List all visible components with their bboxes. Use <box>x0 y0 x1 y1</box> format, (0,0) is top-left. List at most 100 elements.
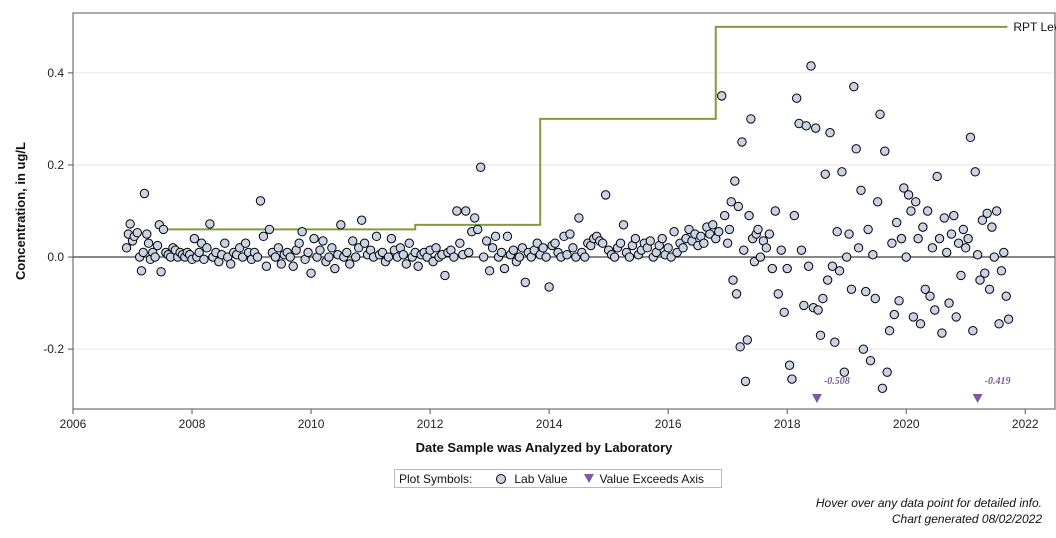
legend-exceeds-axis: Value Exceeds Axis <box>599 471 705 486</box>
lab-value-point <box>753 224 763 235</box>
exceeds-axis-label: -0.508 <box>824 376 850 387</box>
lab-value-point <box>580 252 590 262</box>
lab-value-point <box>951 312 961 322</box>
lab-value-point <box>861 286 871 297</box>
lab-value-point <box>125 219 135 229</box>
lab-value-point <box>755 252 766 262</box>
x-tick-label: 2022 <box>1012 417 1039 431</box>
lab-value-point <box>258 231 269 242</box>
lab-value-point <box>728 275 738 285</box>
lab-value-point <box>913 233 923 244</box>
lab-value-point <box>562 250 572 260</box>
lab-value-point <box>851 144 861 154</box>
lab-value-point <box>941 247 952 258</box>
lab-value-point <box>226 259 236 269</box>
x-tick-label: 2020 <box>893 417 920 431</box>
lab-value-point <box>568 243 578 253</box>
lab-value-point <box>972 250 983 260</box>
lab-value-point <box>991 206 1002 216</box>
lab-value-point <box>915 319 926 329</box>
lab-value-point <box>348 236 358 246</box>
lab-value-point <box>908 312 919 322</box>
lab-value-point <box>717 91 727 101</box>
rpt-step-path <box>162 25 1008 231</box>
x-tick-label: 2014 <box>536 417 563 431</box>
lab-value-point <box>452 206 462 216</box>
lab-value-point <box>297 227 307 237</box>
lab-value-point <box>315 245 325 255</box>
x-tick-label: 2008 <box>179 417 206 431</box>
lab-value-point <box>205 219 215 229</box>
lab-value-point <box>806 61 816 71</box>
lab-value-point <box>944 298 954 308</box>
lab-value-point <box>963 233 973 244</box>
lab-value-point <box>739 245 749 255</box>
lab-value-point <box>499 263 510 274</box>
lab-value-point <box>132 227 142 238</box>
lab-value-point <box>770 206 780 216</box>
lab-value-point <box>868 250 878 260</box>
lab-value-point <box>999 247 1009 258</box>
lab-value-point <box>796 245 807 255</box>
generated-date: Chart generated 08/02/2022 <box>891 512 1042 526</box>
lab-value-point <box>815 330 826 341</box>
lab-value-point <box>825 128 835 138</box>
lab-value-point <box>473 224 483 235</box>
lab-value-point <box>478 252 489 262</box>
lab-value-point <box>345 259 355 269</box>
lab-value-point <box>276 259 287 269</box>
lab-value-point <box>965 132 976 143</box>
lab-value-point <box>615 238 626 248</box>
lab-value-point <box>189 233 200 244</box>
triangle-down-icon <box>583 474 594 483</box>
lab-value-point <box>413 261 423 271</box>
lab-value-point <box>994 319 1004 329</box>
plot-frame <box>72 12 1056 410</box>
lab-value-point <box>303 247 313 258</box>
lab-value-point <box>142 229 152 239</box>
lab-value-point <box>461 206 471 216</box>
lab-value-point <box>255 196 266 206</box>
lab-value-point <box>882 367 892 377</box>
lab-value-point <box>359 238 370 248</box>
hover-note: Hover over any data point for detailed i… <box>815 496 1042 510</box>
lab-value-point <box>470 213 480 223</box>
lab-value-point <box>865 355 876 366</box>
lab-value-point <box>714 227 724 237</box>
lab-value-point <box>475 162 486 172</box>
lab-value-point <box>980 268 990 278</box>
lab-value-point <box>901 252 911 262</box>
lab-value-point <box>630 233 641 244</box>
lab-value-point <box>953 238 964 248</box>
lab-value-point <box>779 307 789 318</box>
lab-value-point <box>949 210 959 221</box>
lab-value-point <box>158 224 169 235</box>
lab-value-point <box>220 238 230 248</box>
lab-value-point <box>722 238 733 248</box>
lab-value-point <box>811 123 821 133</box>
lab-value-point <box>735 342 745 352</box>
lab-value-point <box>699 238 709 248</box>
lab-value-point <box>285 252 295 262</box>
lab-value-point <box>934 233 945 244</box>
lab-value-point <box>737 137 747 147</box>
lab-value-point <box>306 268 316 278</box>
lab-value-point <box>1001 291 1011 301</box>
lab-value-point <box>877 383 888 393</box>
lab-value-point <box>645 236 655 246</box>
lab-value-point <box>827 261 838 271</box>
lab-value-point <box>404 238 414 248</box>
lab-value-point <box>761 243 772 253</box>
lab-value-point <box>844 229 854 239</box>
lab-value-point <box>464 247 474 258</box>
lab-value-point <box>889 309 900 320</box>
lab-value-point <box>937 328 947 338</box>
lab-value-point <box>903 190 914 200</box>
lab-value-point <box>899 183 909 193</box>
lab-value-point <box>565 229 575 239</box>
lab-value-point <box>887 238 897 248</box>
legend-lab-value: Lab Value <box>514 471 568 486</box>
legend: Plot Symbols: Lab Value Value Exceeds Ax… <box>394 469 722 488</box>
lab-value-point <box>139 188 150 199</box>
lab-value-point <box>820 169 830 179</box>
